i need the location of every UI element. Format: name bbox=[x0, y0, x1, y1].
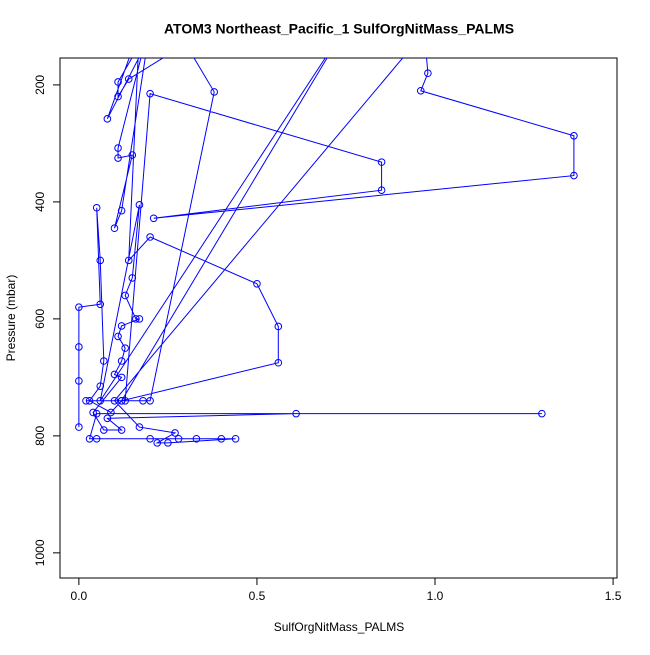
data-point bbox=[100, 357, 108, 365]
y-tick-label: 400 bbox=[33, 192, 47, 212]
data-point bbox=[103, 414, 112, 423]
data-point bbox=[135, 201, 144, 209]
data-point bbox=[89, 408, 97, 417]
data-point bbox=[110, 370, 119, 379]
data-point bbox=[75, 303, 83, 311]
data-point bbox=[75, 377, 83, 385]
data-point bbox=[114, 92, 122, 101]
data-point bbox=[96, 300, 105, 309]
x-tick-label: 0.5 bbox=[249, 589, 266, 603]
data-point bbox=[139, 396, 147, 405]
y-tick-label: 1000 bbox=[33, 539, 47, 566]
data-point bbox=[570, 171, 578, 180]
data-point bbox=[128, 151, 137, 159]
data-point bbox=[114, 144, 122, 152]
data-point bbox=[274, 322, 283, 331]
data-point bbox=[114, 78, 122, 86]
data-point bbox=[92, 409, 101, 418]
data-point bbox=[117, 322, 126, 330]
data-point bbox=[117, 357, 126, 365]
data-point bbox=[75, 423, 83, 431]
data-point bbox=[114, 332, 122, 341]
data-point bbox=[103, 115, 112, 123]
data-point bbox=[146, 233, 154, 241]
data-point bbox=[92, 203, 101, 212]
data-point bbox=[377, 158, 386, 166]
data-point bbox=[117, 396, 126, 405]
x-tick-label: 1.5 bbox=[605, 589, 622, 603]
data-point bbox=[171, 429, 179, 437]
data-point bbox=[85, 434, 94, 443]
data-point bbox=[192, 434, 201, 443]
data-point bbox=[124, 256, 133, 265]
data-point bbox=[124, 75, 133, 83]
data-point bbox=[274, 358, 283, 367]
data-point bbox=[538, 409, 546, 418]
x-axis-label: SulfOrgNitMass_PALMS bbox=[274, 620, 404, 634]
data-point bbox=[146, 396, 154, 405]
data-point bbox=[117, 426, 126, 434]
data-point bbox=[96, 382, 105, 390]
data-point bbox=[135, 423, 144, 431]
data-point bbox=[377, 186, 386, 194]
data-point bbox=[416, 86, 425, 95]
data-point bbox=[117, 206, 126, 215]
data-point bbox=[96, 396, 105, 405]
data-point bbox=[107, 408, 115, 417]
data-point bbox=[174, 434, 183, 443]
data-point bbox=[110, 396, 119, 405]
data-point bbox=[82, 396, 90, 405]
data-point bbox=[146, 89, 154, 98]
data-point bbox=[231, 434, 240, 443]
data-point bbox=[149, 214, 158, 223]
data-point bbox=[217, 434, 226, 443]
x-tick-label: 1.0 bbox=[427, 589, 444, 603]
data-point bbox=[253, 279, 261, 288]
data-point bbox=[210, 88, 219, 96]
x-tick-label: 0.0 bbox=[71, 589, 88, 603]
data-point bbox=[92, 434, 101, 443]
data-point bbox=[164, 439, 172, 447]
data-point bbox=[110, 224, 119, 233]
data-point bbox=[424, 69, 432, 78]
data-point bbox=[132, 315, 140, 323]
data-point bbox=[153, 439, 162, 447]
data-point bbox=[292, 409, 300, 418]
data-point bbox=[121, 396, 129, 405]
data-point bbox=[135, 315, 144, 323]
data-point bbox=[121, 344, 129, 352]
data-point bbox=[128, 274, 137, 282]
y-axis-label: Pressure (mbar) bbox=[4, 275, 18, 362]
data-point bbox=[121, 291, 129, 300]
y-tick-label: 800 bbox=[33, 426, 47, 446]
chart-title: ATOM3 Northeast_Pacific_1 SulfOrgNitMass… bbox=[164, 21, 514, 37]
y-tick-label: 200 bbox=[33, 75, 47, 95]
data-point bbox=[117, 373, 126, 382]
data-point bbox=[146, 434, 154, 443]
data-point bbox=[100, 426, 108, 434]
y-tick-label: 600 bbox=[33, 309, 47, 329]
data-point bbox=[114, 154, 122, 162]
data-point bbox=[570, 131, 578, 140]
data-point bbox=[96, 256, 105, 265]
data-point bbox=[75, 343, 83, 351]
data-point bbox=[85, 396, 94, 405]
